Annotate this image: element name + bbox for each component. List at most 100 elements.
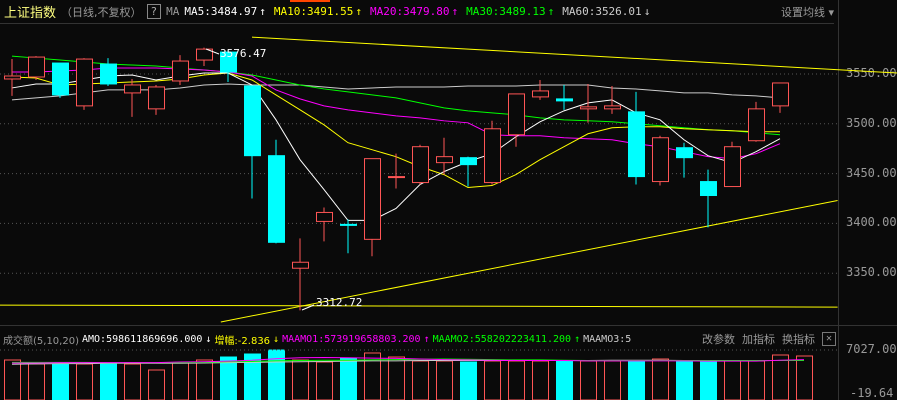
candle-body	[532, 90, 549, 98]
volume-bar	[628, 360, 645, 400]
candle-body	[76, 58, 93, 107]
ma-values: MA5:3484.97 ↑ MA10:3491.55 ↑ MA20:3479.80 ↑ MA…	[184, 5, 650, 18]
y-tick-label: 3500.00	[846, 115, 897, 130]
volume-bar	[316, 361, 333, 400]
volume-bar	[388, 356, 405, 400]
volume-header: 成交额(5,10,20) AMO:598611869696.000 ↓ 增幅:-…	[0, 329, 836, 349]
volume-title: 成交额(5,10,20)	[3, 335, 79, 347]
arrow-down-icon: ↓	[273, 333, 280, 345]
trend-line	[0, 304, 838, 308]
ma5-line	[11, 72, 781, 221]
candle-body	[100, 63, 117, 85]
candle-body	[220, 51, 237, 73]
candle-body	[412, 146, 429, 184]
volume-bar	[532, 360, 549, 400]
arrow-up-icon: ↑	[355, 5, 362, 18]
ma-item-3: MA30:3489.13 ↑	[466, 5, 554, 18]
price-header: 上证指数 （日线,不复权） ? MA MA5:3484.97 ↑ MA10:3491…	[0, 0, 834, 24]
change-value: 增幅:-2.836	[214, 335, 271, 347]
active-tab-indicator	[290, 0, 330, 2]
volume-bar	[436, 360, 453, 400]
volume-bar	[652, 358, 669, 400]
volume-bar	[172, 362, 189, 400]
volume-bar	[748, 360, 765, 400]
low-pointer	[301, 304, 315, 311]
arrow-up-icon: ↑	[547, 5, 555, 18]
candle-body	[340, 223, 357, 226]
volume-bar	[196, 359, 213, 400]
candle-body	[604, 105, 621, 110]
volume-bar	[676, 360, 693, 400]
volume-bar	[52, 363, 69, 400]
ma-item-1: MA10:3491.55 ↑	[274, 5, 362, 18]
arrow-up-icon: ↑	[451, 5, 459, 18]
modify-params-button[interactable]: 改参数	[702, 333, 735, 346]
maamo1-value: MAAMO1:573919658803.200	[282, 333, 421, 345]
candle-body	[364, 158, 381, 240]
volume-bar	[772, 354, 789, 400]
candle-body	[772, 82, 789, 107]
maamo3-value: MAAMO3:5	[583, 333, 632, 345]
volume-bar	[364, 352, 381, 400]
candle-body	[172, 60, 189, 82]
candle-body	[724, 146, 741, 188]
volume-bar	[412, 360, 429, 400]
candle-body	[628, 111, 645, 178]
ma-value: MA20:3479.80	[369, 5, 450, 18]
period-label[interactable]: （日线,不复权）	[61, 5, 142, 19]
set-ma-dropdown[interactable]: 设置均线 ▾	[780, 5, 834, 19]
volume-bar	[4, 359, 21, 400]
arrow-up-icon: ↑	[259, 5, 266, 18]
volume-bar	[724, 360, 741, 400]
arrow-down-icon: ↓	[643, 5, 651, 18]
switch-indicator-button[interactable]: 换指标	[782, 333, 815, 346]
ma-value: MA5:3484.97	[184, 5, 258, 18]
ma-label: MA	[166, 5, 180, 18]
help-button[interactable]: ?	[146, 4, 162, 19]
add-indicator-button[interactable]: 加指标	[742, 333, 775, 346]
ma-value: MA30:3489.13	[466, 5, 546, 18]
maamo2-value: MAAMO2:558202223411.200	[432, 333, 572, 345]
candle-body	[316, 211, 333, 222]
candle-body	[700, 181, 717, 197]
trend-line	[220, 200, 838, 323]
candle-body	[388, 176, 405, 179]
volume-bar	[76, 363, 93, 400]
price-axis-line	[838, 0, 839, 400]
close-icon[interactable]: ✕	[822, 332, 836, 346]
y-tick-label: 3550.00	[846, 66, 897, 80]
candle-body	[484, 128, 501, 184]
volume-bar	[340, 357, 357, 400]
candle-body	[556, 98, 573, 102]
volume-bar	[460, 361, 477, 400]
volume-bar	[556, 360, 573, 400]
volume-bar	[508, 360, 525, 400]
volume-bar	[604, 360, 621, 400]
candle-body	[196, 48, 213, 61]
candle-body	[652, 137, 669, 183]
arrow-down-icon: ↓	[205, 333, 212, 345]
y-tick-label: 3350.00	[846, 265, 897, 280]
candle-body	[28, 56, 45, 78]
candle-body	[124, 84, 141, 94]
panel-divider	[0, 325, 897, 326]
high-annotation: 3576.47	[220, 47, 266, 60]
candle-body	[292, 261, 309, 269]
low-annotation: 3312.72	[316, 296, 362, 309]
volume-bar	[580, 360, 597, 400]
volume-bar	[268, 349, 285, 400]
candle-body	[148, 86, 165, 110]
high-pointer	[205, 48, 220, 55]
candle-body	[580, 106, 597, 110]
volume-tick-label: -19.64	[850, 386, 894, 400]
volume-bar	[148, 369, 165, 400]
trend-line	[251, 36, 897, 74]
maamo1-line	[12, 356, 805, 364]
volume-bar	[28, 363, 45, 400]
arrow-up-icon: ↑	[423, 333, 430, 345]
ma-item-0: MA5:3484.97 ↑	[184, 5, 265, 18]
volume-bar	[292, 359, 309, 400]
arrow-up-icon: ↑	[574, 333, 581, 345]
candle-body	[508, 93, 525, 136]
